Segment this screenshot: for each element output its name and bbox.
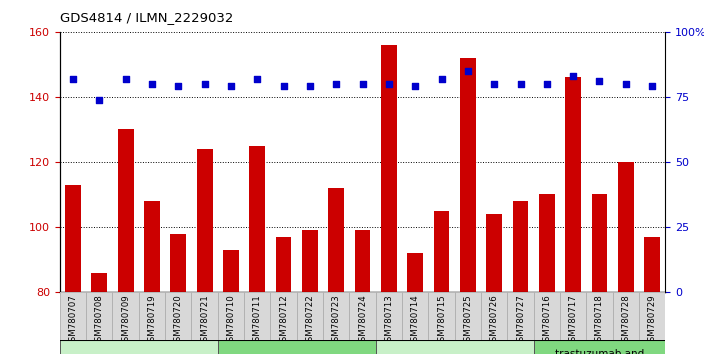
Bar: [139, 292, 165, 340]
Bar: [244, 292, 270, 340]
Bar: [508, 292, 534, 340]
Bar: [60, 292, 86, 340]
Bar: [586, 292, 612, 340]
Bar: [86, 292, 113, 340]
Point: [646, 84, 658, 89]
Point: [463, 68, 474, 74]
Text: GSM780711: GSM780711: [253, 295, 262, 347]
Bar: [481, 292, 508, 340]
Bar: [591, 194, 608, 292]
Point: [68, 76, 79, 81]
Bar: [270, 292, 297, 340]
Bar: [60, 340, 218, 354]
Point: [357, 81, 368, 87]
Point: [594, 79, 605, 84]
Bar: [644, 237, 660, 292]
Text: GSM780722: GSM780722: [306, 295, 315, 347]
Bar: [65, 185, 81, 292]
Bar: [565, 78, 581, 292]
Bar: [170, 234, 186, 292]
Point: [436, 76, 447, 81]
Bar: [302, 230, 318, 292]
Bar: [328, 188, 344, 292]
Bar: [92, 273, 107, 292]
Bar: [486, 214, 502, 292]
Text: GSM780723: GSM780723: [332, 295, 341, 347]
Bar: [118, 130, 134, 292]
Point: [146, 81, 158, 87]
Point: [515, 81, 526, 87]
Bar: [513, 201, 529, 292]
Text: GSM780726: GSM780726: [490, 295, 498, 347]
Text: GSM780719: GSM780719: [147, 295, 156, 347]
Point: [172, 84, 184, 89]
Text: GSM780717: GSM780717: [569, 295, 578, 347]
Bar: [191, 292, 218, 340]
Point: [225, 84, 237, 89]
Bar: [560, 292, 586, 340]
Bar: [297, 292, 323, 340]
Bar: [381, 45, 397, 292]
Bar: [376, 340, 534, 354]
Point: [251, 76, 263, 81]
Bar: [455, 292, 481, 340]
Text: GSM780724: GSM780724: [358, 295, 367, 347]
Text: GSM780721: GSM780721: [200, 295, 209, 347]
Bar: [534, 292, 560, 340]
Bar: [534, 340, 665, 354]
Text: GSM780712: GSM780712: [279, 295, 288, 347]
Bar: [618, 162, 634, 292]
Bar: [323, 292, 349, 340]
Point: [199, 81, 210, 87]
Bar: [612, 292, 639, 340]
Bar: [434, 211, 449, 292]
Bar: [196, 149, 213, 292]
Text: GSM780707: GSM780707: [68, 295, 77, 347]
Bar: [428, 292, 455, 340]
Bar: [639, 292, 665, 340]
Point: [541, 81, 553, 87]
Point: [383, 81, 394, 87]
Bar: [60, 292, 665, 340]
Point: [94, 97, 105, 102]
Text: GSM780728: GSM780728: [622, 295, 630, 347]
Text: GSM780727: GSM780727: [516, 295, 525, 347]
Point: [304, 84, 315, 89]
Bar: [355, 230, 370, 292]
Bar: [223, 250, 239, 292]
Text: GSM780729: GSM780729: [648, 295, 657, 347]
Bar: [349, 292, 376, 340]
Bar: [165, 292, 191, 340]
Bar: [276, 237, 291, 292]
Bar: [402, 292, 428, 340]
Text: GSM780714: GSM780714: [410, 295, 420, 347]
Bar: [218, 292, 244, 340]
Text: GSM780715: GSM780715: [437, 295, 446, 347]
Text: trastuzumab and
pertuzumab: trastuzumab and pertuzumab: [555, 349, 644, 354]
Bar: [218, 340, 376, 354]
Bar: [249, 146, 265, 292]
Point: [567, 73, 579, 79]
Text: GSM780725: GSM780725: [463, 295, 472, 347]
Bar: [113, 292, 139, 340]
Text: GSM780716: GSM780716: [542, 295, 551, 347]
Bar: [408, 253, 423, 292]
Point: [489, 81, 500, 87]
Text: GSM780709: GSM780709: [121, 295, 130, 347]
Point: [120, 76, 131, 81]
Bar: [144, 201, 160, 292]
Bar: [376, 292, 402, 340]
Text: GSM780718: GSM780718: [595, 295, 604, 347]
Point: [331, 81, 342, 87]
Text: GSM780710: GSM780710: [227, 295, 235, 347]
Text: GDS4814 / ILMN_2229032: GDS4814 / ILMN_2229032: [60, 11, 233, 24]
Point: [620, 81, 631, 87]
Text: GSM780708: GSM780708: [95, 295, 103, 347]
Point: [278, 84, 289, 89]
Text: GSM780720: GSM780720: [174, 295, 183, 347]
Text: GSM780713: GSM780713: [384, 295, 394, 347]
Bar: [539, 194, 555, 292]
Point: [410, 84, 421, 89]
Bar: [460, 58, 476, 292]
